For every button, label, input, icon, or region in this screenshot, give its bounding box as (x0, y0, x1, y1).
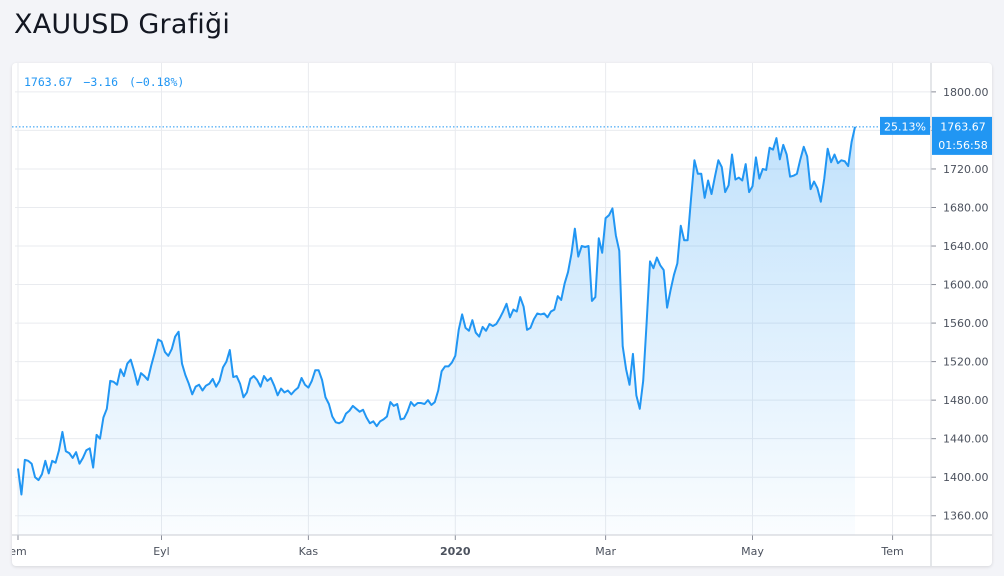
chart-area (17, 126, 856, 535)
y-tick-label: 1800.00 (943, 86, 989, 99)
chart-card[interactable]: 1360.00 1400.00 1440.00 1480.00 1520.00 1560.… (12, 63, 992, 566)
series-line (17, 126, 856, 496)
legend-change: −3.16 (83, 75, 119, 89)
y-tick-label: 1560.00 (943, 317, 989, 330)
y-tick-label: 1440.00 (943, 433, 989, 446)
x-tick-label: Mar (595, 545, 616, 558)
x-tick-label: em (12, 545, 27, 558)
price-chart[interactable]: 1360.00 1400.00 1440.00 1480.00 1520.00 1560.… (12, 63, 992, 566)
x-tick-label: May (741, 545, 764, 558)
x-tick-label: 2020 (440, 545, 471, 558)
y-tick-label: 1360.00 (943, 510, 989, 523)
percent-badge (880, 116, 930, 135)
percent-badge-text: 25.13% (884, 120, 926, 133)
price-badge (932, 116, 992, 155)
legend-change-pct: (−0.18%) (128, 75, 185, 89)
x-axis: em Eyl Kas 2020 Mar May Tem (12, 534, 992, 558)
countdown-badge-text: 01:56:58 (938, 139, 987, 152)
x-tick-label: Tem (880, 545, 903, 558)
price-badge-text: 1763.67 (940, 120, 986, 133)
page-title: XAUUSD Grafiği (14, 9, 231, 40)
x-tick-label: Eyl (153, 545, 170, 558)
x-tick-label: Kas (299, 545, 319, 558)
y-tick-label: 1640.00 (943, 240, 989, 253)
y-tick-label: 1520.00 (943, 356, 989, 369)
chart-legend: 1763.67 −3.16 (−0.18%) (24, 75, 188, 89)
y-axis: 1360.00 1400.00 1440.00 1480.00 1520.00 1560.… (930, 63, 989, 566)
y-tick-label: 1680.00 (943, 201, 989, 214)
series-area-fill (18, 126, 855, 535)
chart-markers: 25.13% 1763.67 01:56:58 (12, 116, 992, 155)
y-tick-label: 1480.00 (943, 394, 989, 407)
y-tick-label: 1720.00 (943, 163, 989, 176)
legend-last-price: 1763.67 (24, 75, 73, 89)
y-tick-label: 1600.00 (943, 279, 989, 292)
y-tick-label: 1400.00 (943, 471, 989, 484)
